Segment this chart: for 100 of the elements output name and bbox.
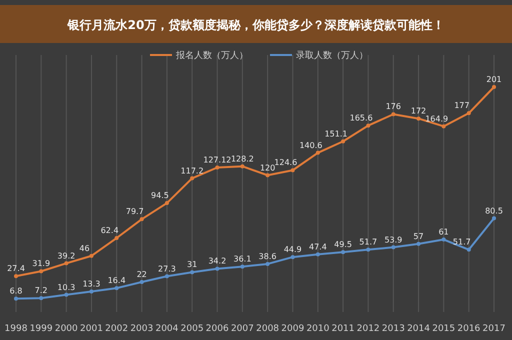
data-label: 27.3 <box>158 264 176 274</box>
legend-label: 录取人数（万人） <box>296 50 368 61</box>
point <box>39 296 44 300</box>
point <box>290 255 295 260</box>
point <box>14 296 18 301</box>
point <box>442 238 446 242</box>
data-label: 53.9 <box>384 235 402 244</box>
data-label: 61 <box>438 228 449 237</box>
data-label: 201 <box>486 75 502 84</box>
x-tick-label: 2000 <box>54 324 78 334</box>
point <box>190 270 194 274</box>
data-label: 10.3 <box>57 282 76 292</box>
point <box>64 292 68 297</box>
point <box>442 124 446 128</box>
point <box>164 201 169 206</box>
data-label: 177 <box>454 101 470 110</box>
x-tick-label: 2005 <box>180 324 204 334</box>
point <box>140 280 144 284</box>
data-label: 7.2 <box>34 286 48 296</box>
x-tick-label: 2011 <box>332 324 355 334</box>
data-label: 46 <box>79 244 90 253</box>
data-label: 79.7 <box>126 207 144 216</box>
x-tick-label: 1999 <box>30 324 53 334</box>
data-label: 16.4 <box>108 276 126 286</box>
x-tick-label: 2009 <box>281 324 304 334</box>
point <box>492 85 496 89</box>
data-label: 94.5 <box>151 191 169 200</box>
data-label: 151.1 <box>324 129 348 138</box>
data-label: 31 <box>187 260 198 270</box>
legend-label: 报名人数（万人） <box>175 50 248 61</box>
data-label: 164.9 <box>425 114 448 124</box>
point <box>466 248 471 252</box>
point <box>391 112 396 116</box>
data-label: 127.12 <box>203 155 232 164</box>
point <box>240 164 244 168</box>
point <box>290 168 295 172</box>
x-tick-label: 2008 <box>256 324 280 334</box>
x-tick-label: 2010 <box>306 324 330 334</box>
data-label: 165.6 <box>350 114 373 123</box>
point <box>366 248 370 252</box>
x-tick-label: 2004 <box>155 324 179 334</box>
data-label: 62.4 <box>100 226 119 236</box>
x-tick-label: 2017 <box>482 324 506 334</box>
data-label: 34.2 <box>208 256 226 266</box>
point <box>416 116 421 121</box>
point <box>89 290 94 294</box>
point <box>114 236 119 240</box>
point <box>341 139 346 144</box>
point <box>190 176 194 180</box>
data-label: 176 <box>386 102 402 112</box>
data-label: 39.2 <box>57 251 76 260</box>
x-tick-label: 1998 <box>4 324 28 334</box>
point <box>341 250 346 254</box>
data-label: 6.8 <box>10 286 22 296</box>
data-label: 47.4 <box>308 242 327 252</box>
point <box>240 264 244 269</box>
point <box>391 245 396 250</box>
point <box>366 124 370 128</box>
point <box>114 286 119 290</box>
x-tick-label: 2007 <box>230 324 254 334</box>
x-tick-label: 2003 <box>130 324 154 334</box>
point <box>164 274 169 278</box>
point <box>466 111 471 116</box>
data-label: 31.9 <box>32 259 50 268</box>
data-label: 124.6 <box>274 158 298 168</box>
data-label: 36.1 <box>234 254 252 264</box>
point <box>89 254 94 258</box>
data-label: 22 <box>136 270 147 280</box>
point <box>39 269 44 274</box>
x-tick-label: 2016 <box>457 324 481 334</box>
x-tick-label: 2002 <box>105 324 128 334</box>
data-label: 51.7 <box>359 238 378 247</box>
data-label: 140.6 <box>299 140 322 150</box>
data-label: 51.7 <box>452 238 471 247</box>
data-label: 13.3 <box>82 280 100 289</box>
point <box>266 173 270 178</box>
x-tick-label: 2013 <box>382 324 405 334</box>
point <box>266 262 270 266</box>
point <box>140 217 144 222</box>
data-label: 120 <box>260 163 276 172</box>
point <box>215 266 220 271</box>
chart-title: 银行月流水20万，贷款额度揭秘，你能贷多少？深度解读贷款可能性！ <box>66 18 444 32</box>
data-label: 49.5 <box>334 240 352 250</box>
data-label: 27.4 <box>7 264 25 274</box>
x-tick-label: 2012 <box>356 324 380 334</box>
data-label: 44.9 <box>284 245 302 254</box>
x-tick-label: 2006 <box>206 324 229 334</box>
data-label: 80.5 <box>485 206 503 216</box>
data-label: 117.2 <box>180 166 204 176</box>
point <box>14 274 18 278</box>
point <box>492 216 496 220</box>
data-label: 128.2 <box>230 154 254 164</box>
data-label: 172 <box>410 106 426 116</box>
x-tick-label: 2014 <box>407 324 430 334</box>
point <box>215 165 220 170</box>
point <box>316 150 320 155</box>
point <box>416 242 421 246</box>
x-tick-label: 2015 <box>432 324 456 334</box>
point <box>316 252 320 256</box>
x-tick-label: 2001 <box>80 324 103 334</box>
